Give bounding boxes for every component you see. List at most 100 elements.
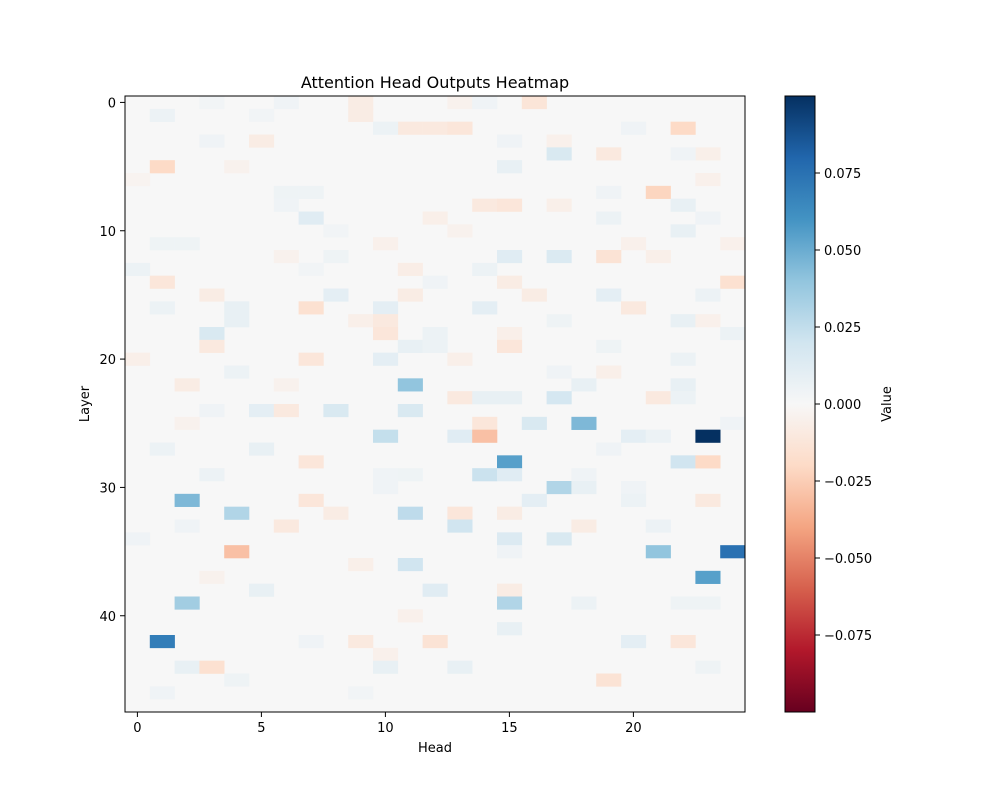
heatmap-cell [199, 570, 225, 584]
heatmap-cell [497, 160, 523, 174]
heatmap-cell [174, 596, 200, 610]
heatmap-cell [497, 596, 523, 610]
heatmap-cell [521, 96, 547, 110]
heatmap-cell [472, 391, 498, 405]
colorbar-label: Value [880, 386, 895, 422]
heatmap-cell [199, 288, 225, 302]
heatmap-cell [546, 198, 572, 212]
heatmap-cell [249, 134, 275, 148]
heatmap-cell [695, 493, 721, 507]
heatmap-cell [323, 404, 349, 418]
heatmap-cell [373, 647, 399, 661]
heatmap-cell [249, 442, 275, 456]
y-tick-label: 30 [99, 481, 116, 496]
heatmap-cell [397, 404, 423, 418]
heatmap-cell [497, 455, 523, 469]
y-tick-label: 20 [99, 353, 116, 368]
heatmap-cell [397, 506, 423, 520]
heatmap-cell [125, 173, 151, 187]
heatmap-cell [149, 275, 175, 289]
y-tick-label: 0 [108, 96, 116, 111]
heatmap-plot-area [124, 95, 746, 713]
heatmap-cell [273, 378, 299, 392]
heatmap-cell [199, 468, 225, 482]
heatmap-cell [199, 134, 225, 148]
heatmap-cell [397, 339, 423, 353]
heatmap-cell [546, 250, 572, 264]
heatmap-cell [397, 262, 423, 276]
y-tick-label: 10 [99, 225, 116, 240]
x-tick-label: 5 [257, 721, 265, 736]
heatmap-cell [571, 519, 597, 533]
heatmap-cell [571, 378, 597, 392]
heatmap-cell [521, 288, 547, 302]
heatmap-cell [571, 468, 597, 482]
heatmap-cell [596, 211, 622, 225]
heatmap-cell [695, 570, 721, 584]
x-tick-label: 10 [377, 721, 394, 736]
heatmap-cell [224, 506, 250, 520]
heatmap-cell [224, 160, 250, 174]
heatmap-cell [497, 622, 523, 636]
heatmap-cell [521, 493, 547, 507]
heatmap-cell [497, 327, 523, 341]
heatmap-cell [645, 391, 671, 405]
heatmap-cell [125, 532, 151, 546]
heatmap-cell [447, 506, 473, 520]
heatmap-cell [224, 314, 250, 328]
heatmap-cell [447, 224, 473, 238]
heatmap-cell [497, 250, 523, 264]
heatmap-cell [596, 185, 622, 199]
heatmap-cell [273, 198, 299, 212]
heatmap-cell [472, 416, 498, 430]
heatmap-cell [273, 250, 299, 264]
heatmap-cell [670, 224, 696, 238]
colorbar-tick-label: −0.050 [824, 552, 872, 567]
heatmap-cell [621, 237, 647, 251]
heatmap-cell [348, 635, 374, 649]
heatmap-cell [323, 288, 349, 302]
heatmap-cells [125, 96, 746, 700]
heatmap-cell [298, 635, 324, 649]
heatmap-cell [447, 121, 473, 135]
heatmap-cell [546, 365, 572, 379]
heatmap-cell [397, 558, 423, 572]
heatmap-cell [149, 160, 175, 174]
heatmap-cell [174, 237, 200, 251]
heatmap-cell [596, 365, 622, 379]
heatmap-cell [472, 96, 498, 110]
colorbar-tick-label: −0.025 [824, 475, 872, 490]
heatmap-cell [497, 339, 523, 353]
heatmap-cell [373, 314, 399, 328]
heatmap-cell [596, 147, 622, 161]
heatmap-cell [596, 673, 622, 687]
heatmap-cell [695, 314, 721, 328]
colorbar-tick-label: 0.075 [824, 167, 861, 182]
heatmap-cell [621, 635, 647, 649]
heatmap-cell [472, 301, 498, 315]
heatmap-cell [447, 352, 473, 366]
heatmap-cell [670, 121, 696, 135]
heatmap-cell [497, 134, 523, 148]
colorbar-tick-label: −0.075 [824, 629, 872, 644]
colorbar-ticks: 0.075 0.050 0.025 0.000 −0.025 −0.050 −0.075 [815, 167, 872, 644]
heatmap-cell [695, 429, 721, 443]
heatmap-cell [670, 635, 696, 649]
heatmap-cell [546, 314, 572, 328]
heatmap-cell [397, 468, 423, 482]
heatmap-cell [521, 416, 547, 430]
heatmap-cell [546, 147, 572, 161]
x-axis-label: Head [418, 741, 452, 756]
heatmap-cell [422, 327, 448, 341]
heatmap-cell [497, 506, 523, 520]
heatmap-cell [174, 660, 200, 674]
heatmap-cell [621, 429, 647, 443]
heatmap-cell [497, 391, 523, 405]
heatmap-cell [174, 378, 200, 392]
heatmap-cell [670, 352, 696, 366]
heatmap-cell [670, 596, 696, 610]
heatmap-cell [273, 519, 299, 533]
heatmap-cell [373, 481, 399, 495]
heatmap-cell [720, 545, 746, 559]
